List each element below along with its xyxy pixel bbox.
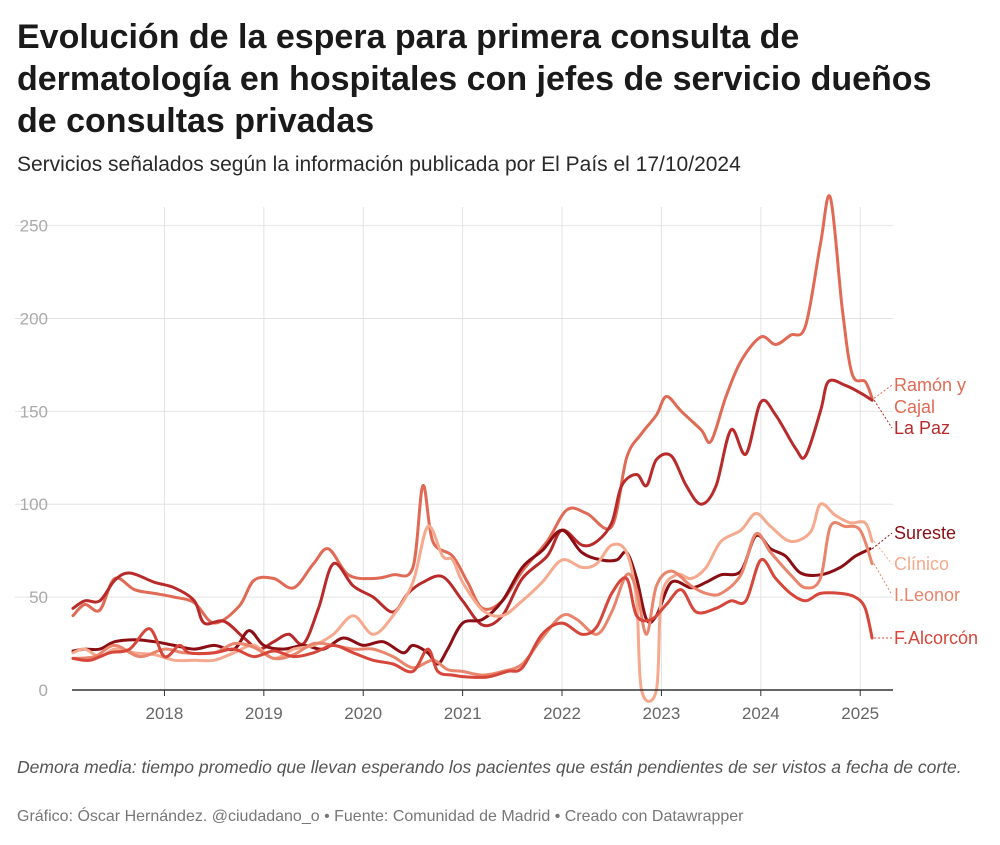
series-line-ramon-y-cajal <box>71 194 874 625</box>
grid-layer: 0 50 100 150 200 250 <box>15 207 893 700</box>
series-label-line: I.Leonor <box>894 585 960 605</box>
footnote: Demora media: tiempo promedio que llevan… <box>17 757 962 777</box>
label-connector-sureste <box>871 532 893 550</box>
x-tick-label: 2021 <box>444 704 482 723</box>
series-label-line: Ramón y <box>894 375 966 395</box>
series-label-line: Clínico <box>894 554 949 574</box>
chart-title: Evolución de la espera para primera cons… <box>17 18 932 140</box>
y-tick-label: 150 <box>20 402 48 421</box>
x-tick-label: 2022 <box>543 704 581 723</box>
y-tick-label: 250 <box>20 217 48 236</box>
x-tick-label: 2020 <box>344 704 382 723</box>
series-line-sureste <box>71 528 872 666</box>
series-label-ramon-y-cajal: Ramón y Cajal <box>894 375 966 417</box>
series-lines <box>71 194 874 703</box>
x-tick-label: 2018 <box>146 704 184 723</box>
series-label-i-leonor: I.Leonor <box>894 585 960 605</box>
series-label-clinico: Clínico <box>894 554 949 574</box>
series-label-line: Cajal <box>894 397 935 417</box>
label-connector-la-paz <box>873 399 893 429</box>
y-tick-label: 100 <box>20 495 48 514</box>
credits: Gráfico: Óscar Hernández. @ciudadano_o •… <box>17 808 744 825</box>
x-tick-label: 2019 <box>245 704 283 723</box>
x-tick-label: 2024 <box>742 704 780 723</box>
series-label-la-paz: La Paz <box>894 418 950 438</box>
line-chart: 0 50 100 150 200 250 2018 2019 2020 2021 2022 2023… <box>15 194 978 723</box>
series-line-f-alcorcon <box>71 557 874 679</box>
x-tick-label: 2023 <box>642 704 680 723</box>
series-label-line: La Paz <box>894 418 950 438</box>
x-axis: 2018 2019 2020 2021 2022 2023 2024 2025 <box>72 689 893 723</box>
y-tick-label: 50 <box>29 588 48 607</box>
y-tick-label: 200 <box>20 309 48 328</box>
label-connector-i-leonor <box>873 563 893 596</box>
series-label-f-alcorcon: F.Alcorcón <box>894 628 978 648</box>
series-label-line: Sureste <box>894 523 956 543</box>
x-tick-label: 2025 <box>841 704 879 723</box>
series-label-line: F.Alcorcón <box>894 628 978 648</box>
label-connector-ramon-y-cajal <box>873 384 893 399</box>
chart-subtitle: Servicios señalados según la información… <box>17 153 741 176</box>
series-label-sureste: Sureste <box>894 523 956 543</box>
label-connector-clinico <box>873 541 893 565</box>
y-tick-label: 0 <box>39 681 48 700</box>
series-line-clinico <box>71 502 874 703</box>
